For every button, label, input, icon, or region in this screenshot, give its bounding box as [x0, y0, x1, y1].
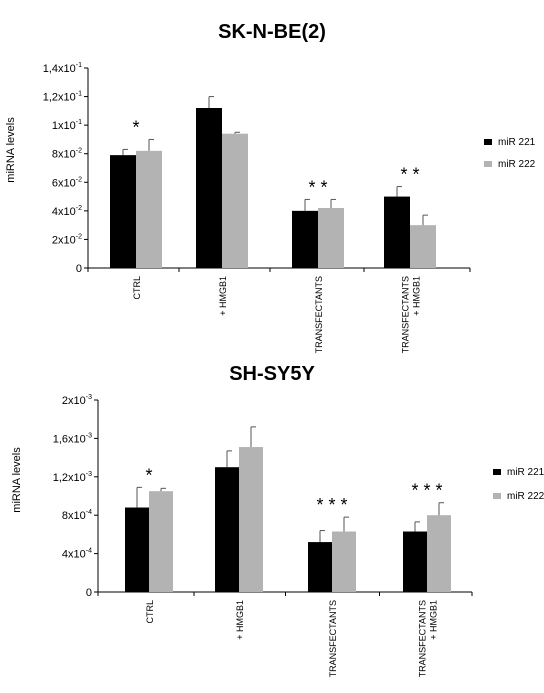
y-tick-label: 8x10-2: [52, 148, 82, 161]
bar-mir-222: [239, 447, 263, 592]
bar-mir-221: [384, 196, 410, 268]
chart-sk-n-be2: SK-N-BE(2) miRNA levels 0 2x10-2 4x10-2 6x10-…: [5, 21, 536, 353]
bar-mir-221: [292, 210, 318, 268]
y-tick-label: 6x10-2: [52, 176, 82, 189]
bar-mir-221: [308, 542, 332, 592]
significance-marker: * * *: [316, 495, 347, 515]
x-tick-label: + HMGB1: [218, 276, 228, 316]
bar-mir-221: [215, 467, 239, 592]
bar-mir-222: [410, 225, 436, 268]
x-tick-label: CTRL: [145, 600, 155, 624]
bar-mir-222: [427, 515, 451, 592]
significance-marker: * * *: [411, 481, 442, 501]
y-tick-label: 4x10-2: [52, 205, 82, 218]
legend-label: miR 222: [507, 491, 544, 502]
x-tick-label: + HMGB1: [235, 600, 245, 640]
legend-label: miR 221: [498, 137, 536, 148]
chart-title: SH-SY5Y: [229, 363, 315, 385]
significance-marker: *: [145, 465, 152, 485]
y-tick-label: 0: [86, 587, 92, 599]
bar-mir-221: [125, 507, 149, 592]
legend-label: miR 222: [498, 159, 536, 170]
legend-swatch: [493, 469, 501, 475]
y-tick-label: 0: [76, 263, 82, 275]
x-tick-label: TRANSFECTANTS: [314, 276, 324, 353]
legend-swatch: [484, 139, 492, 145]
significance-marker: * *: [400, 165, 419, 185]
y-axis-label: miRNA levels: [11, 447, 23, 513]
y-tick-label: 8x10-4: [62, 509, 92, 522]
y-tick-label: 2x10-3: [62, 394, 92, 407]
bar-mir-222: [222, 133, 248, 268]
x-tick-label: TRANSFECTANTS: [401, 276, 411, 353]
y-tick-label: 1,2x10-3: [53, 471, 92, 484]
bar-mir-222: [136, 150, 162, 268]
x-tick-label: + HMGB1: [429, 600, 439, 640]
y-tick-label: 4x10-4: [62, 548, 92, 561]
bar-mir-221: [196, 108, 222, 268]
bar-mir-222: [149, 491, 173, 592]
y-axis-label: miRNA levels: [5, 117, 17, 183]
legend-swatch: [484, 161, 492, 167]
y-tick-label: 1x10-1: [52, 119, 82, 132]
chart-title: SK-N-BE(2): [218, 21, 326, 43]
legend-label: miR 221: [507, 467, 544, 478]
y-tick-label: 1,6x10-3: [53, 432, 92, 445]
chart-sh-sy5y: SH-SY5Y miRNA levels 0 4x10-4 8x10-4 1,2x10-3…: [11, 363, 544, 677]
x-tick-label: TRANSFECTANTS: [418, 600, 428, 677]
y-tick-label: 1,2x10-1: [43, 91, 82, 104]
bar-mir-222: [318, 208, 344, 268]
x-tick-label: TRANSFECTANTS: [328, 600, 338, 677]
y-tick-label: 1,4x10-1: [43, 62, 82, 75]
bar-mir-221: [403, 531, 427, 592]
significance-marker: *: [132, 117, 139, 137]
bar-mir-222: [332, 531, 356, 592]
x-tick-label: + HMGB1: [412, 276, 422, 316]
y-tick-label: 2x10-2: [52, 233, 82, 246]
bar-mir-221: [110, 155, 136, 268]
x-tick-label: CTRL: [132, 276, 142, 300]
legend-swatch: [493, 493, 501, 499]
significance-marker: * *: [308, 177, 327, 197]
